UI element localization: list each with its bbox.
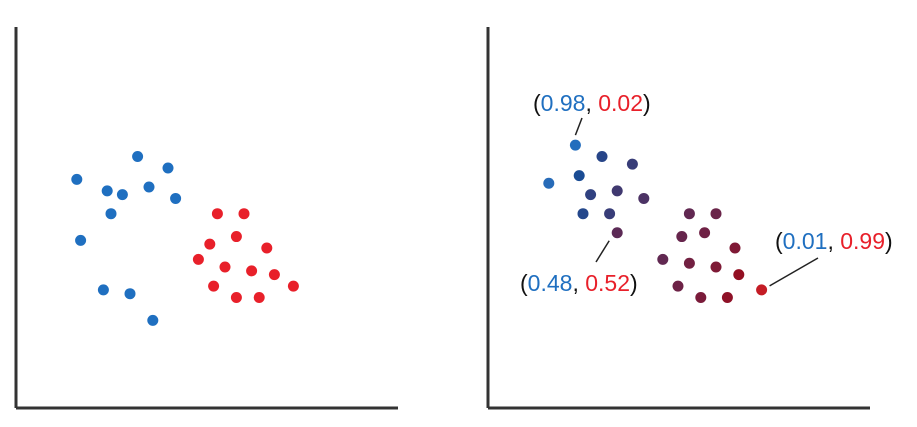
right-point-1 [596, 151, 608, 163]
right-point-6 [611, 185, 623, 197]
right-point-9 [604, 208, 616, 220]
right-point-17 [683, 257, 695, 269]
right-point-5 [585, 189, 597, 201]
scatter-plot-left [14, 27, 398, 410]
annotation-label-1: (0.48, 0.52) [520, 270, 638, 296]
right-point-10 [611, 227, 623, 239]
left-point-s0-6 [162, 162, 174, 174]
left-point-s1-9 [208, 280, 220, 292]
right-point-14 [699, 227, 711, 239]
left-point-s0-11 [105, 208, 117, 220]
left-point-s0-0 [75, 234, 87, 246]
scatter-plot-right: (0.98, 0.02) (0.48, 0.52) (0.01, 0.99) [486, 27, 893, 410]
left-point-s0-10 [170, 192, 182, 204]
left-point-s1-0 [211, 208, 223, 220]
right-point-11 [683, 208, 695, 220]
left-point-s0-4 [101, 185, 113, 197]
right-point-18 [710, 261, 722, 273]
right-point-21 [695, 292, 707, 304]
annotation-label-2: (0.01, 0.99) [775, 228, 893, 254]
annotation-label-0: (0.98, 0.02) [533, 90, 651, 116]
right-point-3 [543, 177, 555, 189]
left-point-s1-4 [261, 242, 273, 254]
right-point-20 [672, 280, 684, 292]
left-point-s0-2 [124, 288, 136, 300]
left-point-s1-6 [219, 261, 231, 273]
right-point-7 [638, 192, 650, 204]
right-point-15 [729, 242, 741, 254]
left-point-s1-8 [268, 269, 280, 281]
left-point-s1-1 [238, 208, 250, 220]
left-point-s0-9 [143, 181, 155, 193]
annotation-leader-0 [574, 117, 583, 136]
annotation-leader-2 [769, 257, 819, 287]
right-point-16 [657, 253, 669, 265]
left-point-s1-10 [230, 292, 242, 304]
right-point-22 [721, 292, 733, 304]
right-point-19 [733, 269, 745, 281]
right-point-4 [573, 170, 585, 182]
right-point-12 [710, 208, 722, 220]
left-point-s1-7 [246, 265, 258, 277]
left-point-s1-12 [287, 280, 299, 292]
left-point-s0-8 [116, 189, 128, 201]
right-point-2 [626, 158, 638, 170]
left-point-s0-3 [147, 314, 159, 326]
right-point-8 [577, 208, 589, 220]
left-point-s1-11 [253, 292, 265, 304]
right-point-13 [676, 231, 688, 243]
left-point-s0-7 [71, 173, 83, 185]
left-point-s0-1 [97, 284, 109, 296]
right-point-23 [756, 284, 768, 296]
left-point-s1-2 [204, 238, 216, 250]
left-point-s0-5 [132, 151, 144, 163]
annotation-leader-1 [595, 240, 610, 263]
left-point-s1-5 [192, 253, 204, 265]
right-point-0 [569, 139, 581, 151]
left-point-s1-3 [230, 231, 242, 243]
